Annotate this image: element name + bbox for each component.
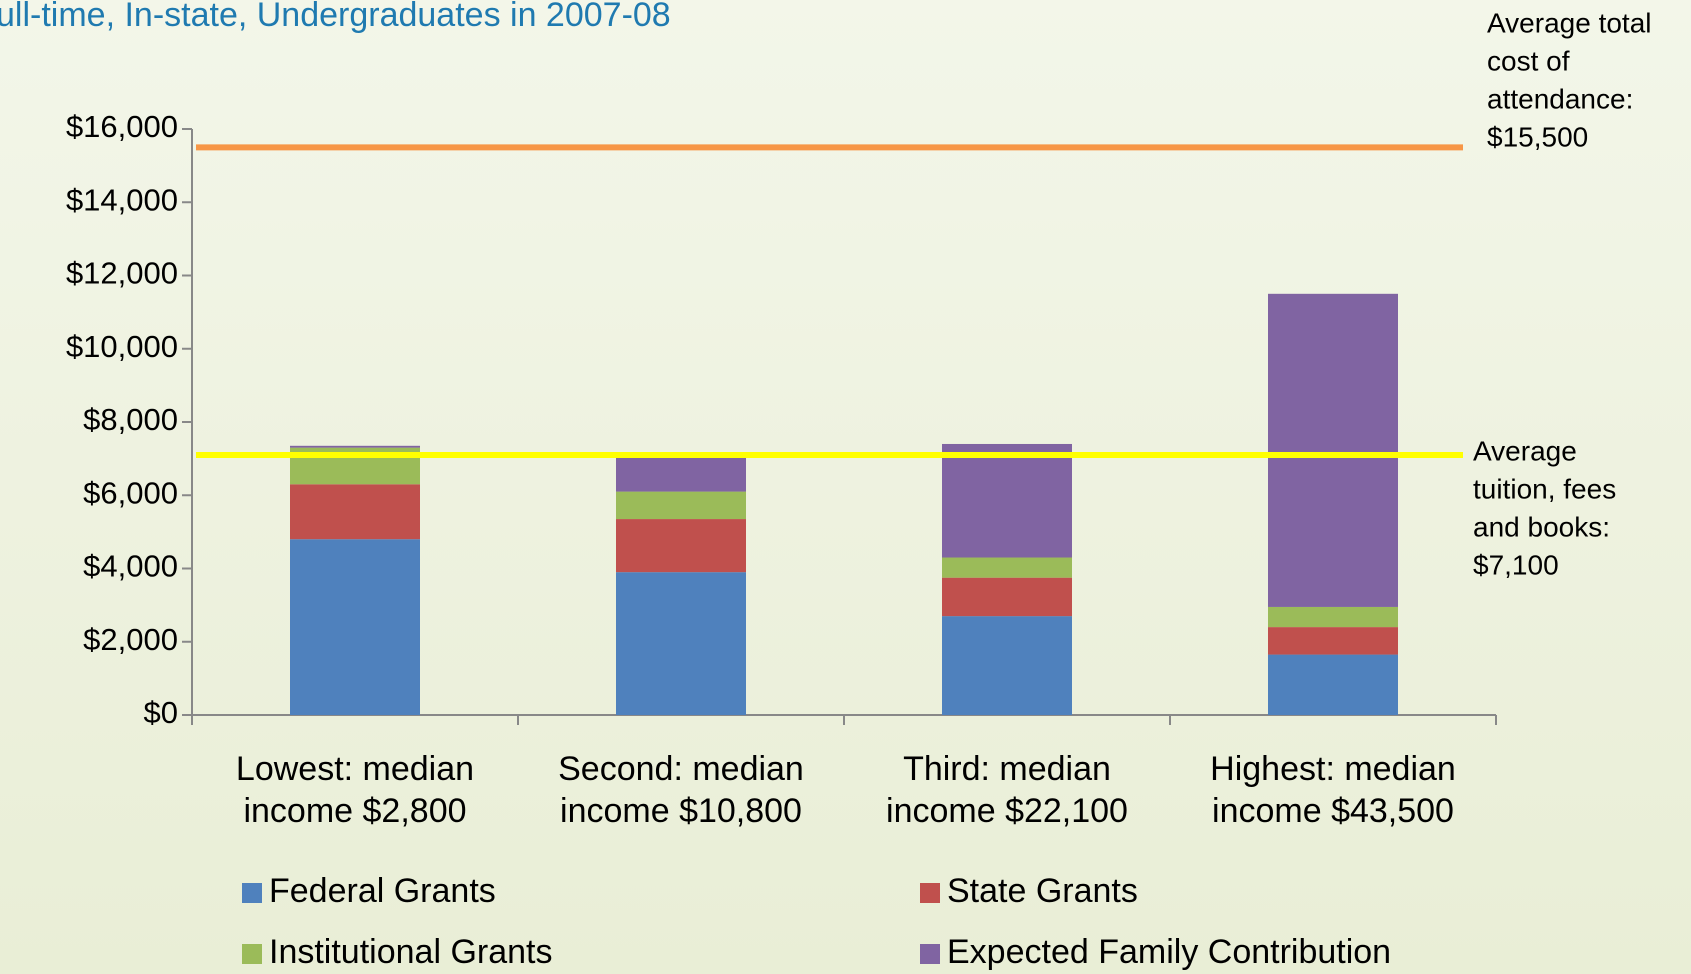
bar-segment [942, 443, 1072, 558]
x-tick-label: income $10,800 [560, 792, 802, 830]
reference-label: Average [1473, 435, 1577, 466]
x-tick-label: Second: median [558, 750, 804, 788]
bar-segment [290, 484, 420, 540]
bar-segment [1268, 606, 1398, 628]
y-tick-label: $10,000 [66, 329, 178, 364]
bar-segment [942, 577, 1072, 617]
legend-swatch [242, 944, 262, 964]
bar-segment [616, 519, 746, 573]
bar-segment [942, 616, 1072, 715]
y-tick-label: $4,000 [83, 549, 178, 584]
reference-label: Average total [1487, 7, 1652, 38]
legend-swatch [920, 883, 940, 903]
y-tick-label: $16,000 [66, 109, 178, 144]
legend-swatch [242, 883, 262, 903]
x-tick-label: income $43,500 [1212, 792, 1454, 830]
reference-label: tuition, fees [1473, 473, 1616, 504]
x-tick-label: income $22,100 [886, 792, 1128, 830]
legend-label: Federal Grants [269, 872, 496, 910]
reference-label: and books: [1473, 511, 1610, 542]
y-tick-label: $8,000 [83, 402, 178, 437]
x-tick-label: Highest: median [1210, 750, 1456, 788]
x-tick-label: Third: median [903, 750, 1111, 788]
x-tick-label: income $2,800 [243, 792, 466, 830]
reference-label: $15,500 [1487, 121, 1588, 152]
legend-label: State Grants [947, 872, 1138, 910]
bar-segment [1268, 627, 1398, 655]
bar-segment [1268, 654, 1398, 715]
bar-segment [616, 453, 746, 492]
y-tick-label: $2,000 [83, 622, 178, 657]
chart-title: ull-time, In-state, Undergraduates in 20… [0, 0, 671, 34]
bar-segment [290, 539, 420, 715]
reference-label: attendance: [1487, 83, 1633, 114]
bar-segment [616, 572, 746, 715]
bar-segment [616, 491, 746, 520]
y-tick-label: $0 [144, 695, 178, 730]
y-tick-label: $6,000 [83, 475, 178, 510]
bar-segment [290, 445, 420, 448]
reference-label: cost of [1487, 45, 1570, 76]
bar-segment [942, 557, 1072, 578]
legend-label: Expected Family Contribution [947, 933, 1391, 971]
y-tick-label: $12,000 [66, 256, 178, 291]
y-tick-label: $14,000 [66, 182, 178, 217]
bar-segment [1268, 293, 1398, 607]
x-tick-label: Lowest: median [236, 750, 474, 788]
legend-label: Institutional Grants [269, 933, 552, 971]
reference-label: $7,100 [1473, 549, 1559, 580]
legend-swatch [920, 944, 940, 964]
